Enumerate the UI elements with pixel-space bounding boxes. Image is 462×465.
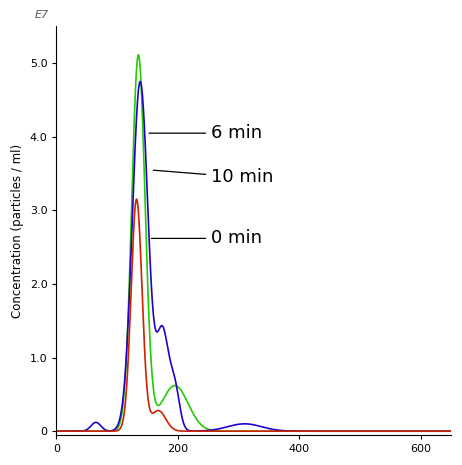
Text: E7: E7 <box>35 10 49 20</box>
Text: 6 min: 6 min <box>149 124 262 142</box>
Text: 10 min: 10 min <box>153 168 274 186</box>
Text: 0 min: 0 min <box>152 229 262 247</box>
Y-axis label: Concentration (particles / ml): Concentration (particles / ml) <box>11 144 24 318</box>
